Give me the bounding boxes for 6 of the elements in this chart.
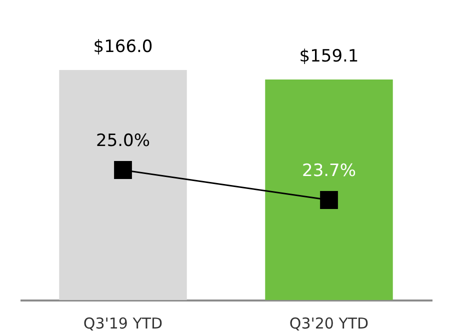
x-tick-label: Q3'19 YTD [83, 314, 163, 332]
x-tick-label: Q3'20 YTD [289, 314, 369, 332]
data-label: 25.0% [96, 131, 150, 151]
data-label: $159.1 [299, 46, 359, 67]
data-label: $166.0 [93, 37, 153, 57]
data-label: 23.7% [302, 161, 356, 181]
